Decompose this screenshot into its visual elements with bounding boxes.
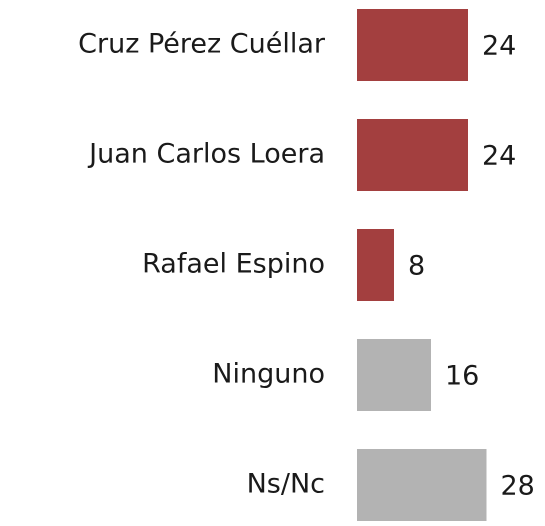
value-label: 24 [482, 141, 516, 172]
bar [357, 229, 394, 301]
category-label: Ninguno [212, 359, 325, 390]
category-label: Juan Carlos Loera [87, 139, 325, 170]
value-label: 24 [482, 31, 516, 62]
bar [357, 449, 487, 521]
value-label: 28 [501, 471, 535, 502]
value-label: 16 [445, 361, 479, 392]
bar [357, 9, 468, 81]
bar [357, 339, 431, 411]
category-label: Cruz Pérez Cuéllar [78, 29, 326, 60]
value-label: 8 [408, 251, 425, 282]
category-label: Ns/Nc [247, 469, 325, 500]
category-label: Rafael Espino [142, 249, 325, 280]
bar [357, 119, 468, 191]
